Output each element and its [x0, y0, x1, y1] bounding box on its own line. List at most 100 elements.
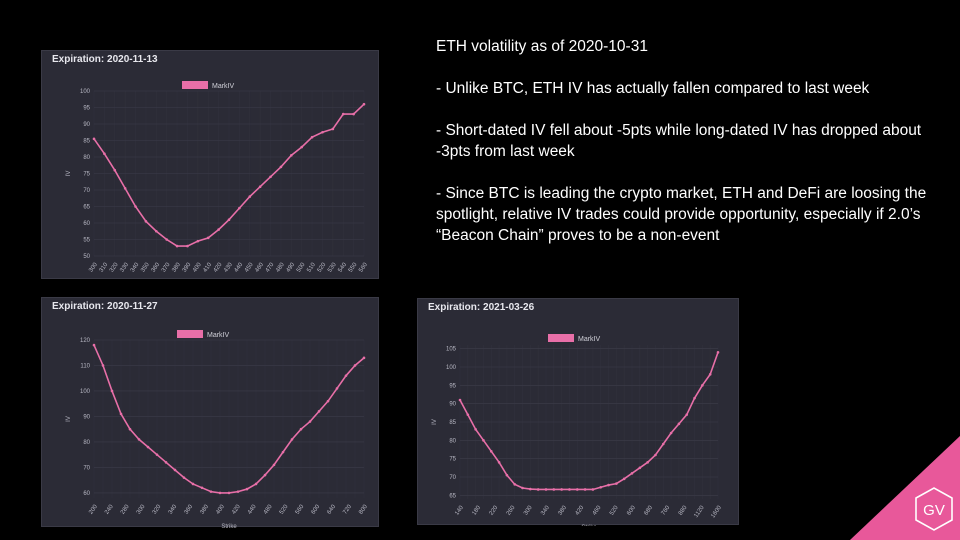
iv-chart-2020-11-27: MarkIV 60 70 80 90 100 110 120 200 240 280 300 320 34… [66, 330, 369, 528]
data-point [175, 244, 179, 248]
chart-title: Expiration: 2020-11-27 [52, 301, 158, 312]
legend-label: MarkIV [212, 83, 235, 90]
gv-logo-icon: GV [850, 436, 960, 540]
x-tick-label: 440 [234, 261, 245, 273]
data-point [128, 427, 132, 431]
data-point [607, 483, 610, 487]
data-point [254, 482, 258, 486]
y-tick-label: 70 [449, 475, 456, 481]
x-tick-label: 320 [152, 503, 163, 515]
data-point [505, 473, 509, 477]
y-tick-label: 70 [83, 465, 90, 471]
data-point [536, 488, 540, 491]
data-point [209, 490, 213, 493]
y-tick-label: 90 [449, 402, 456, 408]
data-point [248, 195, 252, 198]
data-point [701, 384, 704, 387]
y-tick-label: 85 [449, 420, 456, 426]
data-point [352, 112, 355, 116]
data-point [182, 476, 186, 479]
x-tick-label: 560 [358, 261, 369, 273]
data-point [290, 438, 294, 441]
data-point [529, 487, 532, 491]
data-point [362, 356, 366, 360]
data-point [544, 488, 548, 491]
y-tick-label: 110 [80, 363, 90, 369]
legend-swatch [548, 334, 574, 342]
data-point [238, 206, 241, 210]
gv-hexagon [915, 487, 953, 531]
iv-chart-2021-03-26: MarkIV 65 70 75 80 85 90 95 100 105 140 180 220 260 30… [432, 334, 723, 526]
x-tick-label: 370 [161, 261, 172, 273]
data-point [123, 187, 127, 190]
x-tick-label: 560 [295, 503, 306, 515]
x-tick-label: 550 [348, 261, 359, 273]
x-tick-label: 640 [326, 503, 337, 515]
x-tick-label: 330 [119, 261, 130, 273]
data-point [164, 461, 168, 464]
data-point [638, 466, 642, 470]
x-tick-label: 400 [192, 261, 203, 273]
data-point [101, 364, 105, 367]
x-tick-label: 390 [182, 261, 193, 273]
x-tick-label: 410 [202, 261, 213, 273]
data-point [290, 154, 293, 157]
data-point [191, 482, 195, 486]
data-point [669, 431, 673, 435]
y-tick-label: 85 [83, 139, 90, 145]
y-tick-label: 80 [83, 155, 90, 161]
y-tick-label: 65 [449, 493, 456, 499]
x-tick-label: 360 [184, 503, 195, 515]
x-tick-label: 260 [506, 504, 517, 516]
y-axis-label: IV [432, 419, 438, 425]
data-point [236, 490, 240, 493]
data-point [269, 175, 272, 179]
data-point [599, 485, 603, 489]
x-tick-label: 340 [130, 261, 141, 273]
x-tick-label: 800 [358, 503, 369, 515]
data-point [173, 468, 177, 472]
y-tick-label: 60 [83, 491, 90, 497]
x-tick-label: 510 [306, 261, 317, 273]
data-point [552, 488, 556, 491]
data-point [300, 145, 303, 149]
data-point [310, 135, 314, 139]
x-tick-label: 530 [327, 261, 338, 273]
data-point [155, 453, 159, 456]
x-tick-label: 380 [171, 261, 182, 273]
y-axis-label: IV [66, 171, 72, 177]
y-tick-label: 50 [83, 254, 90, 260]
data-point [103, 152, 106, 155]
data-point [646, 461, 649, 464]
chart-title: Expiration: 2020-11-13 [52, 54, 158, 65]
x-tick-label: 180 [471, 504, 482, 516]
commentary-bullet: - Since BTC is leading the crypto market… [436, 185, 927, 244]
y-tick-label: 95 [449, 383, 456, 389]
y-tick-label: 75 [449, 457, 456, 463]
data-point [513, 483, 517, 486]
y-tick-label: 70 [83, 188, 90, 194]
y-tick-label: 105 [446, 347, 457, 353]
x-tick-label: 420 [213, 261, 224, 273]
x-tick-label: 300 [523, 504, 534, 516]
y-tick-label: 100 [80, 389, 91, 395]
x-tick-label: 380 [557, 504, 568, 516]
x-tick-label: 200 [88, 503, 99, 515]
data-point [615, 482, 618, 485]
y-tick-label: 90 [83, 414, 90, 420]
data-point [196, 239, 200, 243]
x-tick-label: 600 [311, 503, 322, 515]
x-tick-label: 450 [244, 261, 255, 273]
x-tick-label: 460 [254, 261, 265, 273]
legend-swatch [177, 330, 203, 338]
data-point [331, 127, 335, 131]
data-point [200, 486, 204, 490]
data-point [575, 488, 579, 491]
data-point [137, 438, 141, 441]
data-point [341, 112, 345, 116]
data-point [92, 137, 96, 141]
data-point [299, 427, 303, 431]
y-tick-label: 75 [83, 172, 90, 178]
x-tick-label: 300 [88, 261, 99, 273]
x-tick-label: 430 [223, 261, 234, 273]
